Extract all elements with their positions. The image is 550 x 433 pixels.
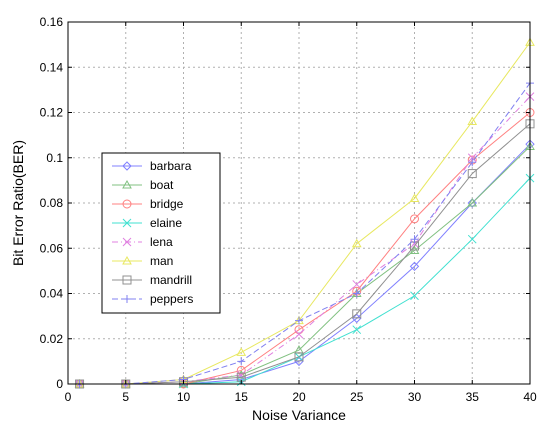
legend-label: peppers [150, 292, 193, 306]
x-tick-label: 5 [122, 390, 129, 404]
y-tick-label: 0.12 [40, 106, 64, 120]
legend-marker [122, 199, 132, 209]
legend-label: man [150, 254, 173, 268]
legend-item-boat: boat [112, 178, 174, 192]
data-point-peppers [237, 357, 246, 366]
data-point-lena [294, 329, 304, 339]
y-tick-label: 0.04 [40, 287, 64, 301]
data-point-man [409, 193, 420, 202]
legend-item-lena: lena [112, 235, 173, 249]
x-axis-label: Noise Variance [252, 407, 346, 423]
y-tick-label: 0.14 [40, 60, 64, 74]
data-point-peppers [295, 316, 303, 325]
x-tick-label: 20 [292, 390, 306, 404]
legend-marker [122, 161, 132, 171]
x-tick-label: 15 [235, 390, 249, 404]
series-line-mandrill [79, 123, 531, 385]
data-point-elaine [410, 291, 419, 301]
data-point-lena [410, 239, 419, 249]
data-point-mandrill [467, 169, 477, 179]
data-point-man [467, 116, 478, 126]
legend-label: barbara [150, 159, 192, 173]
y-axis-label: Bit Error Ratio(BER) [10, 140, 26, 266]
x-tick-label: 30 [408, 390, 422, 404]
data-point-mandrill [352, 309, 362, 319]
data-point-boat [467, 197, 478, 207]
legend-marker [122, 255, 132, 265]
legend-item-elaine: elaine [112, 216, 182, 230]
legend-label: bridge [150, 197, 184, 211]
legend-item-peppers: peppers [112, 292, 193, 306]
data-point-lena [352, 280, 362, 289]
data-point-elaine [352, 325, 362, 335]
y-tick-label: 0.02 [40, 332, 64, 346]
data-point-mandrill [294, 352, 304, 362]
data-point-man [351, 238, 362, 248]
x-tick-label: 35 [466, 390, 480, 404]
legend-item-man: man [112, 254, 173, 268]
legend-label: lena [150, 235, 173, 249]
y-tick-label: 0.06 [40, 241, 64, 255]
y-tick-label: 0 [56, 377, 63, 391]
data-point-elaine [467, 234, 477, 244]
y-tick-label: 0.1 [46, 151, 63, 165]
legend-marker [122, 237, 132, 247]
legend: barbara boat bridge elaine lena man mandrill pe… [101, 152, 221, 314]
legend-item-mandrill: mandrill [112, 273, 192, 287]
data-point-barbara [409, 261, 420, 272]
data-point-peppers [468, 158, 477, 167]
y-tick-label: 0.08 [40, 196, 64, 210]
data-point-peppers [352, 289, 361, 298]
data-point-barbara [467, 198, 477, 208]
data-point-peppers [410, 235, 419, 244]
legend-label: mandrill [150, 273, 192, 287]
x-tick-label: 0 [65, 390, 72, 404]
x-tick-label: 10 [177, 390, 191, 404]
legend-marker [123, 295, 131, 303]
legend-item-bridge: bridge [112, 197, 184, 211]
y-axis-ticks: 0 0.02 0.04 0.06 0.08 0.1 0.12 0.14 0.16 [40, 15, 530, 391]
legend-item-barbara: barbara [112, 159, 192, 173]
data-point-barbara [352, 313, 362, 324]
x-tick-label: 25 [350, 390, 364, 404]
y-tick-label: 0.16 [40, 15, 64, 29]
data-point-man [236, 347, 247, 356]
legend-marker [122, 179, 132, 189]
data-point-lena [467, 153, 477, 163]
legend-label: boat [150, 178, 174, 192]
legend-marker [122, 218, 132, 228]
x-tick-label: 40 [523, 390, 537, 404]
data-point-bridge [410, 214, 419, 224]
legend-box [101, 152, 221, 314]
x-axis-ticks: 0 5 10 15 20 25 30 35 40 [65, 22, 537, 404]
legend-marker [122, 275, 132, 285]
legend-label: elaine [150, 216, 182, 230]
